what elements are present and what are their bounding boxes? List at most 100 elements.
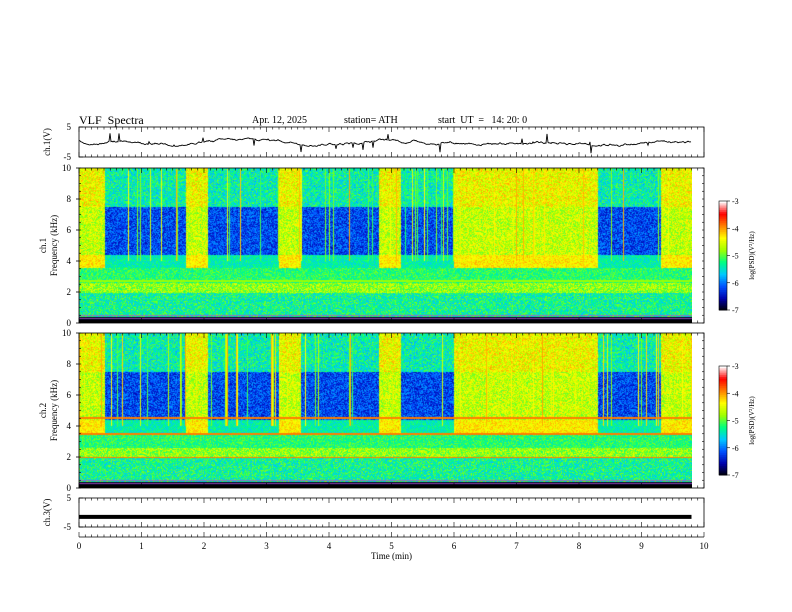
ch2-colorbar-swatch bbox=[719, 458, 727, 461]
ch1-waveform-trace bbox=[78, 133, 692, 154]
ch2-colorbar-swatch bbox=[719, 433, 727, 436]
x-axis: 0 1 2 3 4 5 6 7 8 9 10 Time (min) bbox=[77, 532, 709, 561]
ch1-colorbar-swatch bbox=[719, 237, 727, 240]
ch1-colorbar-swatch bbox=[719, 228, 727, 231]
ch1-spectrogram-ytick-label: 4 bbox=[67, 256, 72, 266]
ch2-colorbar-swatch bbox=[719, 435, 727, 438]
ch1-colorbar-swatch bbox=[719, 268, 727, 271]
ch1-colorbar-swatch bbox=[719, 277, 727, 280]
x-tick-label: 4 bbox=[327, 541, 332, 551]
ch2-colorbar-tick-label: -5 bbox=[732, 417, 739, 426]
ch1-colorbar-swatch bbox=[719, 230, 727, 233]
ch1-colorbar-swatch bbox=[719, 206, 727, 209]
ch2-colorbar-tick-label: -6 bbox=[732, 444, 739, 453]
ch2-colorbar: -3 -4 -5 -6 -7 log(PSD)(V²/Hz) bbox=[718, 362, 756, 480]
ch2-colorbar-swatch bbox=[719, 451, 727, 454]
ch1-colorbar-swatch bbox=[719, 226, 727, 229]
ch1-colorbar-swatch bbox=[719, 259, 727, 262]
ch1-colorbar-swatch bbox=[719, 248, 727, 251]
ch1-spectrogram-ytick-label: 0 bbox=[67, 318, 72, 328]
ch1-spectrogram-axes: 0 2 4 6 8 10 ch.1 Frequency (kHz) bbox=[38, 163, 705, 328]
ch2-colorbar-swatch bbox=[719, 449, 727, 452]
ch2-colorbar-swatch bbox=[719, 373, 727, 376]
ch2-colorbar-swatch bbox=[719, 398, 727, 402]
ch2-colorbar-swatch bbox=[719, 436, 727, 440]
ch2-colorbar-swatch bbox=[719, 367, 727, 371]
x-tick-label: 5 bbox=[389, 541, 394, 551]
ch2-colorbar-swatch bbox=[719, 382, 727, 385]
start-time-label: start UT = 14: 20: 0 bbox=[438, 115, 528, 126]
ch2-colorbar-swatch bbox=[719, 387, 727, 391]
ch1-colorbar-swatch bbox=[719, 282, 727, 286]
ch2-colorbar-swatch bbox=[719, 369, 727, 372]
ch1-colorbar-swatch bbox=[719, 262, 727, 266]
ch1-colorbar-swatch bbox=[719, 217, 727, 220]
ch1-colorbar-swatch bbox=[719, 233, 727, 237]
ch1-colorbar-swatch bbox=[719, 273, 727, 276]
ch1-colorbar-swatch bbox=[719, 202, 727, 206]
ch2-colorbar-swatch bbox=[719, 380, 727, 383]
ch1-colorbar-swatch bbox=[719, 231, 727, 235]
ch1-colorbar-swatch bbox=[719, 270, 727, 273]
ch1-waveform-ytick-label: -5 bbox=[64, 152, 72, 162]
ch1-colorbar-swatch bbox=[719, 208, 727, 211]
ch2-spectrogram-ylabel-channel: ch.2 bbox=[38, 403, 48, 418]
ch2-colorbar-swatch bbox=[719, 416, 727, 420]
ch1-colorbar-swatch bbox=[719, 250, 727, 253]
ch2-colorbar-swatch bbox=[719, 438, 727, 441]
ch1-colorbar-swatch bbox=[719, 304, 727, 307]
ch2-colorbar-swatch bbox=[719, 409, 727, 412]
ch1-colorbar-tick-label: -7 bbox=[732, 306, 739, 315]
date-label: Apr. 12, 2025 bbox=[252, 115, 307, 126]
ch2-colorbar-label: log(PSD)(V²/Hz) bbox=[748, 396, 756, 445]
ch1-colorbar-swatch bbox=[719, 300, 727, 304]
ch1-colorbar-swatch bbox=[719, 213, 727, 217]
ch1-spectrogram-ytick-label: 2 bbox=[67, 287, 72, 297]
ch2-colorbar-tick-label: -3 bbox=[732, 362, 739, 371]
ch2-spectrogram-axes: 0 2 4 6 8 10 ch.2 Frequency (kHz) bbox=[38, 328, 705, 493]
ch1-spectrogram-ytick-label: 8 bbox=[67, 194, 72, 204]
ch1-colorbar-swatch bbox=[719, 253, 727, 256]
ch1-colorbar-swatch bbox=[719, 246, 727, 249]
ch2-colorbar-swatch bbox=[719, 378, 727, 382]
ch2-colorbar-swatch bbox=[719, 440, 727, 443]
x-tick-label: 2 bbox=[202, 541, 207, 551]
ch2-spectrogram-ytick-label: 6 bbox=[67, 390, 72, 400]
ch2-colorbar-swatch bbox=[719, 371, 727, 374]
ch1-colorbar-swatch bbox=[719, 210, 727, 213]
ch1-colorbar-swatch bbox=[719, 266, 727, 269]
ch3-waveform-axes: 5 -5 ch.3(V) bbox=[42, 493, 705, 532]
ch1-colorbar-label: log(PSD)(V²/Hz) bbox=[748, 231, 756, 280]
ch1-colorbar-swatch bbox=[719, 257, 727, 260]
ch2-colorbar-swatch bbox=[719, 385, 727, 389]
ch2-colorbar-swatch bbox=[719, 396, 727, 400]
ch1-colorbar-swatch bbox=[719, 288, 727, 291]
ch2-colorbar-swatch bbox=[719, 447, 727, 451]
ch1-spectrogram-heatmap-canvas bbox=[79, 168, 692, 323]
ch1-colorbar-swatch bbox=[719, 291, 727, 295]
ch2-colorbar-swatch bbox=[719, 467, 727, 471]
station-label: station= ATH bbox=[344, 115, 398, 126]
ch1-colorbar-swatch bbox=[719, 244, 727, 247]
ch1-spectrogram-ylabel-frequency: Frequency (kHz) bbox=[49, 215, 59, 276]
ch2-spectrogram-ytick-label: 4 bbox=[67, 421, 72, 431]
ch1-colorbar-swatch bbox=[719, 284, 727, 287]
ch1-waveform-axes: 5 -5 ch.1(V) bbox=[42, 122, 705, 162]
x-tick-label: 9 bbox=[639, 541, 644, 551]
ch2-colorbar-swatch bbox=[719, 425, 727, 429]
ch2-colorbar-swatch bbox=[719, 465, 727, 469]
ch2-colorbar-swatch bbox=[719, 464, 727, 467]
ch2-colorbar-swatch bbox=[719, 375, 727, 378]
ch2-colorbar-swatch bbox=[719, 376, 727, 380]
x-tick-label: 10 bbox=[700, 541, 710, 551]
ch1-colorbar-swatch bbox=[719, 215, 727, 218]
ch1-colorbar-swatch bbox=[719, 204, 727, 207]
ch1-colorbar-swatch bbox=[719, 275, 727, 278]
x-axis-label: Time (min) bbox=[371, 551, 412, 561]
ch2-colorbar-swatch bbox=[719, 402, 727, 405]
ch1-colorbar-swatch bbox=[719, 224, 727, 227]
ch1-spectrogram-image bbox=[79, 168, 692, 323]
ch2-colorbar-swatch bbox=[719, 442, 727, 445]
